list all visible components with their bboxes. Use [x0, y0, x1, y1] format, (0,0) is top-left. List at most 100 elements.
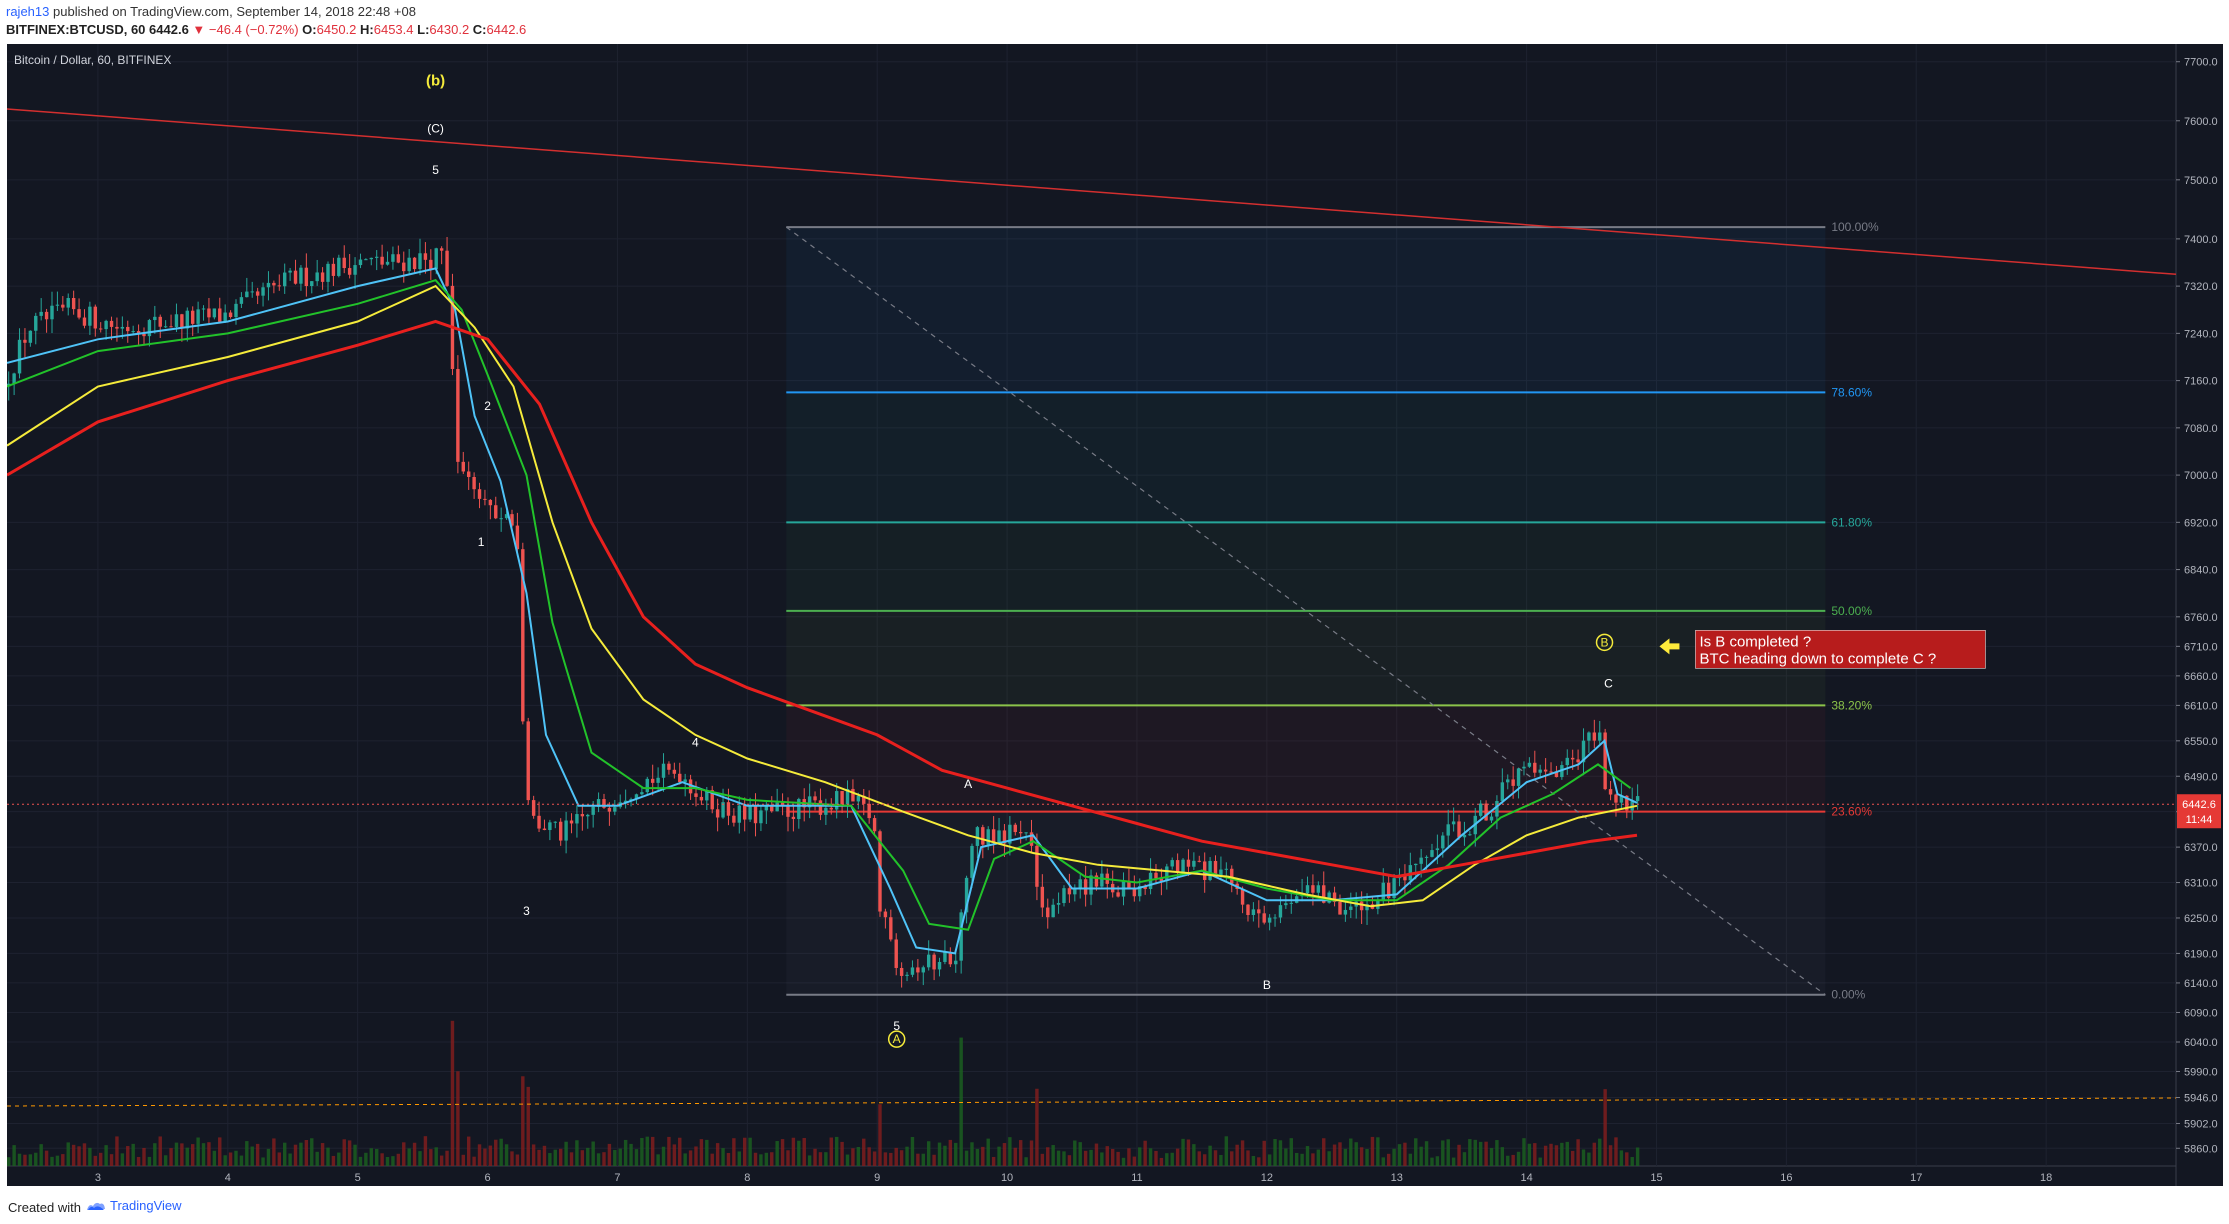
- volume-bar-149: [813, 1148, 817, 1166]
- volume-bar-142: [775, 1141, 779, 1166]
- candle-body-75: [412, 257, 417, 270]
- volume-bar-264: [1435, 1156, 1440, 1166]
- volume-bar-1: [12, 1145, 16, 1166]
- candle-body-139: [759, 810, 763, 824]
- volume-bar-287: [1560, 1142, 1564, 1166]
- volume-bar-181: [986, 1138, 990, 1166]
- fib-label-2: 61.80%: [1831, 515, 1872, 529]
- candle-body-283: [1538, 769, 1542, 773]
- x-tick-label-7: 10: [1001, 1172, 1013, 1184]
- candle-body-97: [531, 800, 536, 816]
- volume-bar-239: [1300, 1153, 1304, 1166]
- resistance-trendline[interactable]: [7, 108, 2177, 276]
- volume-bar-222: [1208, 1145, 1212, 1166]
- volume-bar-71: [391, 1156, 395, 1166]
- publish-header: rajeh13 published on TradingView.com, Se…: [0, 0, 2229, 44]
- candle-body-107: [586, 814, 590, 817]
- volume-bar-294: [1598, 1138, 1602, 1166]
- volume-bar-8: [50, 1156, 54, 1166]
- trendline[interactable]: [7, 108, 2177, 805]
- close-label: C:: [472, 22, 487, 37]
- volume-bar-175: [954, 1142, 958, 1166]
- tradingview-link[interactable]: TradingView: [86, 1198, 182, 1213]
- candle-body-168: [916, 967, 920, 973]
- annotation-box[interactable]: [1695, 630, 1986, 669]
- volume-bar-100: [548, 1153, 552, 1166]
- created-with-label: Created with: [8, 1200, 81, 1215]
- author-link[interactable]: rajeh13: [6, 4, 50, 19]
- price-axis[interactable]: 7700.0 7600.0 7500.0 7400.0 7320.0 7240.0 7160…: [2176, 57, 2221, 1156]
- price-chart[interactable]: 100.00% 78.60% 61.80% 50.00% 38.20% 23.60% 0.0…: [7, 44, 2223, 1186]
- wave-label-11: C: [1604, 677, 1613, 691]
- candle-body-26: [147, 320, 152, 337]
- candle-body-108: [591, 806, 595, 815]
- volume-bar-251: [1365, 1148, 1369, 1166]
- volume-bar-5: [34, 1152, 38, 1166]
- volume-bar-207: [1127, 1148, 1131, 1166]
- candle-body-216: [1175, 860, 1180, 874]
- volume-bar-17: [98, 1152, 103, 1166]
- candle-body-247: [1343, 909, 1348, 915]
- volume-bar-289: [1570, 1150, 1575, 1166]
- price-change: −46.4 (−0.72%): [208, 22, 299, 37]
- fibonacci-retracement[interactable]: 100.00% 78.60% 61.80% 50.00% 38.20% 23.60% 0.0…: [785, 220, 1879, 1002]
- volume-bar-84: [461, 1154, 465, 1166]
- volume-bar-148: [807, 1155, 812, 1166]
- candle-body-59: [326, 263, 330, 282]
- time-axis[interactable]: 3 4 5 6 7 8 9 10 11 12 13 14 15 16 17 18: [95, 1172, 2052, 1184]
- candle-body-86: [472, 476, 476, 490]
- y-tick-label-2: 7500.0: [2184, 175, 2218, 187]
- candle-body-77: [423, 253, 428, 260]
- volume-bar-245: [1332, 1144, 1337, 1166]
- annotation[interactable]: Is B completed ?BTC heading down to comp…: [1659, 630, 1986, 669]
- candle-body-41: [228, 312, 233, 318]
- candle-body-25: [142, 333, 146, 337]
- candle-body-231: [1257, 909, 1261, 914]
- volume-bar-132: [721, 1148, 725, 1166]
- candle-body-48: [266, 282, 271, 288]
- volume-bar-257: [1397, 1144, 1402, 1166]
- candlesticks: [7, 236, 1640, 988]
- candle-body-127: [694, 793, 698, 797]
- volume-bar-290: [1576, 1139, 1580, 1166]
- volume-bar-300: [1630, 1157, 1634, 1166]
- volume-bar-194: [1056, 1150, 1061, 1166]
- volume-bar-219: [1192, 1144, 1196, 1166]
- candle-body-235: [1278, 905, 1283, 918]
- volume-bar-10: [61, 1154, 65, 1166]
- candle-body-301: [1635, 796, 1640, 802]
- volume-bar-238: [1294, 1152, 1299, 1166]
- volume-bar-173: [943, 1145, 947, 1166]
- volume-bar-224: [1219, 1154, 1223, 1166]
- candle-body-298: [1619, 795, 1624, 803]
- volume-bar-54: [299, 1142, 303, 1166]
- volume-bar-78: [429, 1149, 433, 1166]
- candle-body-230: [1251, 909, 1256, 916]
- volume-bar-122: [667, 1136, 671, 1166]
- candle-body-15: [88, 306, 92, 326]
- volume-bar-47: [261, 1157, 265, 1166]
- candle-body-150: [818, 800, 823, 815]
- candle-body-28: [158, 316, 162, 327]
- volume-bar-123: [672, 1144, 677, 1166]
- candle-body-268: [1457, 821, 1461, 838]
- volume-bar-200: [1089, 1149, 1093, 1166]
- candle-body-250: [1359, 901, 1364, 911]
- volume-bar-145: [791, 1137, 796, 1166]
- candle-body-66: [364, 259, 368, 261]
- volume-bar-121: [661, 1146, 666, 1166]
- candle-body-184: [1002, 830, 1007, 844]
- volume-bar-3: [23, 1154, 27, 1166]
- volume-bar-221: [1202, 1154, 1207, 1166]
- volume-bar-108: [591, 1141, 595, 1166]
- candle-body-84: [461, 461, 465, 472]
- open-value: 6450.2: [316, 22, 357, 37]
- x-tick-label-6: 9: [874, 1172, 880, 1184]
- volume-bar-179: [975, 1148, 980, 1166]
- candle-body-11: [66, 298, 70, 308]
- volume-bar-230: [1251, 1156, 1256, 1166]
- candle-body-232: [1262, 913, 1266, 923]
- candle-body-195: [1062, 888, 1066, 904]
- volume-bar-69: [380, 1153, 384, 1166]
